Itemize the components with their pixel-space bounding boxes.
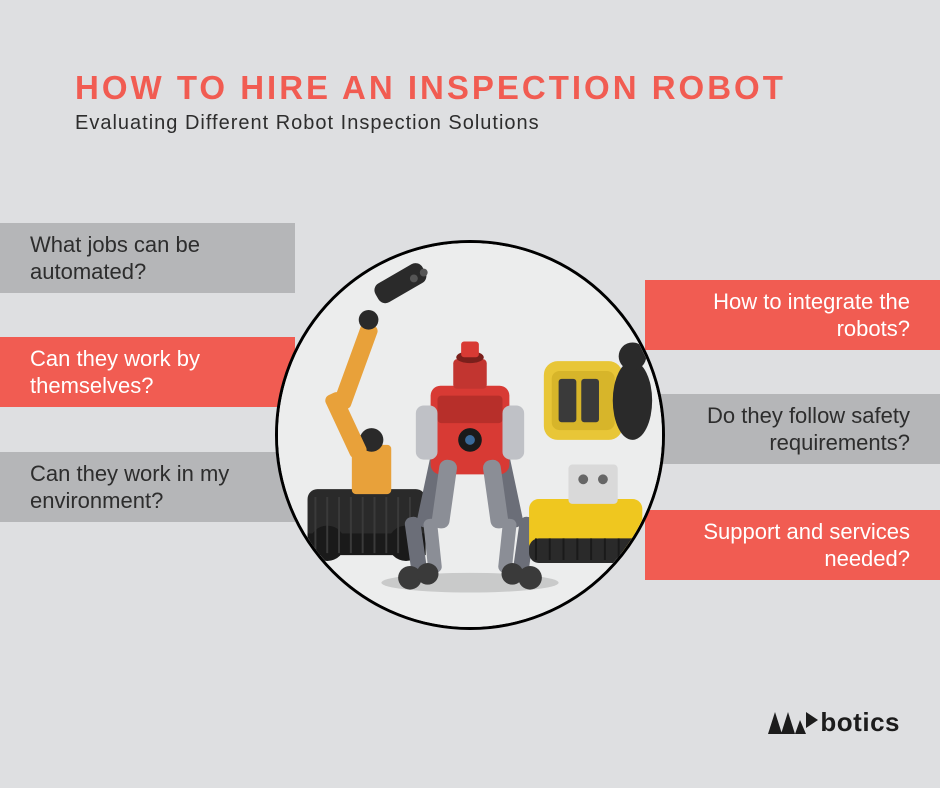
header: HOW TO HIRE AN INSPECTION ROBOT Evaluati… — [75, 70, 786, 135]
question-text: Do they follow safety requirements? — [645, 402, 910, 457]
logo-text: botics — [820, 707, 900, 738]
robots-illustration — [278, 243, 662, 627]
question-text: Support and services needed? — [645, 518, 910, 573]
question-bar-safety: Do they follow safety requirements? — [645, 394, 940, 464]
question-bar-integrate: How to integrate the robots? — [645, 280, 940, 350]
question-text: What jobs can be automated? — [30, 231, 295, 286]
page-subtitle: Evaluating Different Robot Inspection So… — [75, 112, 786, 135]
robot-image-circle — [275, 240, 665, 630]
question-bar-automated: What jobs can be automated? — [0, 223, 295, 293]
question-bar-environment: Can they work in my environment? — [0, 452, 295, 522]
question-bar-themselves: Can they work by themselves? — [0, 337, 295, 407]
question-text: How to integrate the robots? — [645, 288, 910, 343]
brand-logo: botics — [766, 707, 900, 738]
question-text: Can they work by themselves? — [30, 345, 295, 400]
page-title: HOW TO HIRE AN INSPECTION ROBOT — [75, 70, 786, 106]
question-bar-support: Support and services needed? — [645, 510, 940, 580]
question-text: Can they work in my environment? — [30, 460, 295, 515]
logo-mark-icon — [766, 710, 820, 736]
